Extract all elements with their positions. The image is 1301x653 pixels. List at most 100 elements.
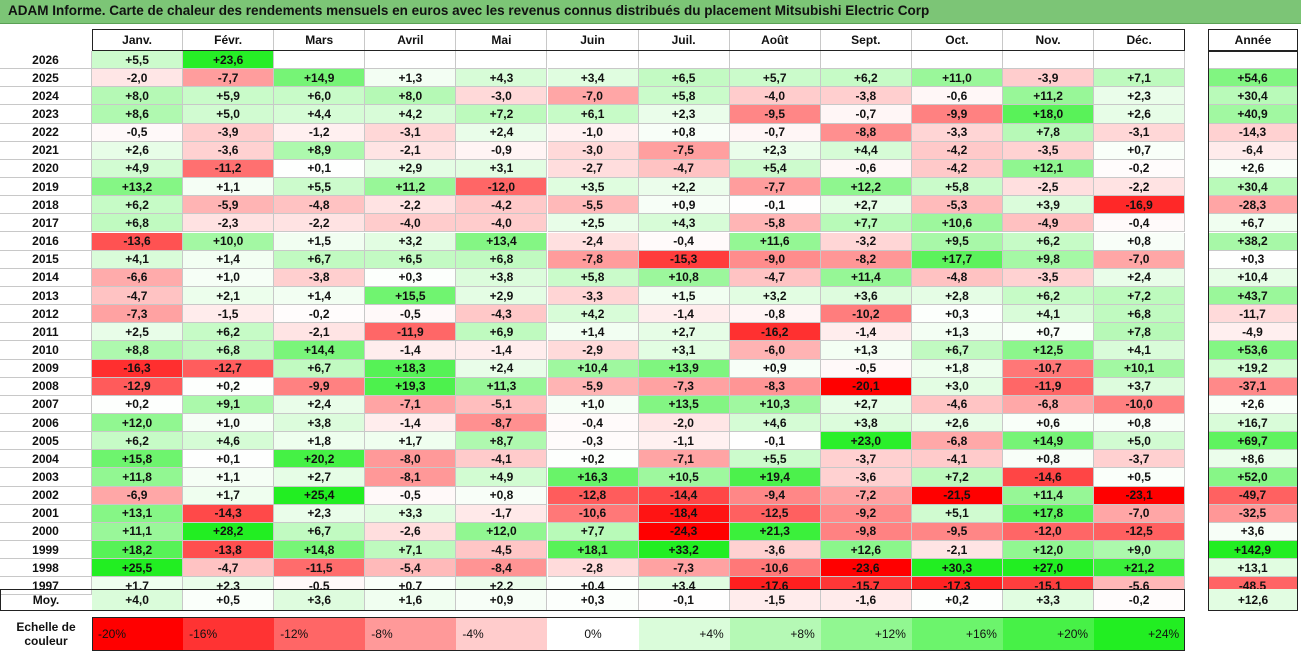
heatmap-cell: +10,5 (638, 468, 730, 487)
heatmap-cell: +19,4 (729, 468, 821, 487)
heatmap-cell: -3,2 (820, 232, 912, 251)
heatmap-cell: -0,2 (1094, 159, 1186, 179)
heatmap-cell: +2,4 (456, 123, 548, 142)
heatmap-cell: +10,0 (183, 232, 275, 251)
heatmap-cell: -6,8 (911, 432, 1003, 451)
heatmap-cell: +2,5 (92, 323, 184, 342)
heatmap-cell: +17,7 (911, 250, 1003, 269)
heatmap-cell: -2,1 (365, 141, 457, 160)
heatmap-cell: +2,5 (547, 214, 639, 233)
annual-cell: +40,9 (1208, 105, 1298, 124)
heatmap-cell: -2,3 (183, 214, 275, 233)
average-cell: +0,3 (547, 589, 639, 611)
heatmap-cell: +7,2 (911, 468, 1003, 487)
row-year-label: 2016 (0, 232, 92, 251)
heatmap-cell: +1,0 (183, 414, 275, 433)
heatmap-cell: -3,6 (183, 141, 275, 160)
heatmap-cell: +21,3 (729, 522, 821, 542)
heatmap-cell: -0,2 (274, 305, 366, 324)
heatmap-cell (456, 51, 548, 70)
heatmap-cell: -8,7 (456, 414, 548, 433)
heatmap-cell: -3,6 (729, 541, 821, 560)
heatmap-cell (820, 51, 912, 70)
heatmap-cell: -2,0 (638, 414, 730, 433)
heatmap-cell: +19,3 (365, 377, 457, 396)
heatmap-cell: -0,4 (547, 414, 639, 433)
heatmap-cell: +4,3 (638, 214, 730, 233)
heatmap-cell: -0,7 (729, 123, 821, 142)
heatmap-cell: -3,5 (1003, 268, 1095, 287)
heatmap-cell: +7,7 (547, 522, 639, 542)
heatmap-cell: -7,5 (638, 141, 730, 160)
heatmap-cell: -4,8 (911, 268, 1003, 287)
heatmap-cell: -14,6 (1003, 468, 1095, 487)
row-year-label: 2024 (0, 87, 92, 106)
row-year-label: 1998 (0, 559, 92, 578)
heatmap-cell: -8,8 (820, 123, 912, 142)
heatmap-cell (1003, 51, 1095, 70)
heatmap-cell: -7,7 (729, 178, 821, 197)
heatmap-cell: -8,2 (820, 250, 912, 269)
heatmap-cell: +1,5 (638, 286, 730, 306)
heatmap-cell: -3,7 (1094, 450, 1186, 469)
heatmap-cell: +4,3 (456, 69, 548, 88)
heatmap-cell: -21,5 (911, 486, 1003, 505)
heatmap-cell: -15,3 (638, 250, 730, 269)
heatmap-cell: -5,3 (911, 196, 1003, 215)
heatmap-cell: +3,2 (729, 286, 821, 306)
heatmap-cell: +12,5 (1003, 341, 1095, 360)
average-cell: -0,1 (638, 589, 730, 611)
heatmap-cell: +0,2 (547, 450, 639, 469)
heatmap-cell: +1,0 (183, 268, 275, 287)
heatmap-cell: +0,7 (1003, 323, 1095, 342)
heatmap-cell: +12,0 (92, 414, 184, 433)
heatmap-cell: +10,3 (729, 395, 821, 414)
month-header: Juin (547, 29, 639, 51)
heatmap-cell: -12,8 (547, 486, 639, 505)
annual-cell: +54,6 (1208, 69, 1298, 88)
heatmap-cell: -6,0 (729, 341, 821, 360)
heatmap-cell: +3,6 (820, 286, 912, 306)
heatmap-cell: +2,3 (729, 141, 821, 160)
heatmap-cell: +3,1 (638, 341, 730, 360)
heatmap-cell: -3,9 (183, 123, 275, 142)
scale-swatch: +4% (638, 617, 730, 651)
heatmap-cell: +5,8 (911, 178, 1003, 197)
heatmap-cell: +2,2 (638, 178, 730, 197)
heatmap-cell: -0,4 (1094, 214, 1186, 233)
heatmap-cell: +6,7 (274, 250, 366, 269)
annual-cell: +6,7 (1208, 214, 1298, 233)
heatmap-cell: -7,8 (547, 250, 639, 269)
heatmap-cell: +6,5 (638, 69, 730, 88)
heatmap-cell: -10,7 (1003, 359, 1095, 378)
annual-cell (1208, 51, 1298, 70)
heatmap-cell: -16,9 (1094, 196, 1186, 215)
annual-cell: -4,9 (1208, 323, 1298, 342)
annual-cell: +10,4 (1208, 268, 1298, 287)
heatmap-cell: +4,9 (92, 159, 184, 179)
heatmap-cell: -3,1 (365, 123, 457, 142)
heatmap-cell: -4,6 (911, 395, 1003, 414)
heatmap-cell: +1,0 (547, 395, 639, 414)
heatmap-cell: +6,5 (365, 250, 457, 269)
heatmap-cell: -4,1 (456, 450, 548, 469)
heatmap-cell: +2,7 (820, 395, 912, 414)
annual-cell: +16,7 (1208, 414, 1298, 433)
annual-cell: +19,2 (1208, 359, 1298, 378)
heatmap-cell: -10,6 (547, 504, 639, 523)
heatmap-cell: +11,4 (820, 268, 912, 287)
scale-label-line2: couleur (24, 634, 68, 648)
heatmap-cell: -6,6 (92, 268, 184, 287)
row-year-label: 2011 (0, 323, 92, 342)
heatmap-cell: +7,8 (1094, 323, 1186, 342)
heatmap-cell: +4,2 (365, 105, 457, 124)
average-cell: +0,2 (911, 589, 1003, 611)
average-cell: +4,0 (92, 589, 184, 611)
heatmap-cell: -0,7 (820, 105, 912, 124)
average-cell: +1,6 (365, 589, 457, 611)
heatmap-cell: +3,7 (1094, 377, 1186, 396)
heatmap-cell: -3,8 (274, 268, 366, 287)
heatmap-cell: +23,0 (820, 432, 912, 451)
heatmap-cell: -7,3 (638, 377, 730, 396)
